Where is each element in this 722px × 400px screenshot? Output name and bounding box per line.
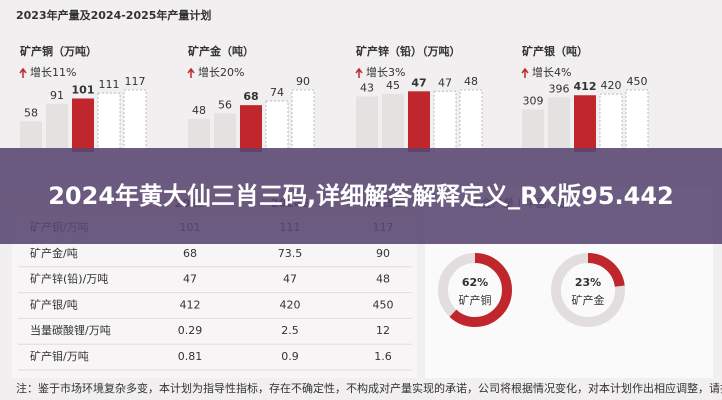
table-cell: 0.81 bbox=[178, 350, 203, 363]
donut-value: 62% bbox=[462, 276, 488, 289]
donut-value: 23% bbox=[575, 276, 601, 289]
up-arrow bbox=[521, 67, 529, 78]
bar bbox=[408, 91, 430, 152]
bar-label: 47 bbox=[438, 76, 452, 89]
bar-label: 91 bbox=[50, 89, 64, 102]
growth: 增长4% bbox=[532, 65, 571, 79]
table-cell: 1.6 bbox=[374, 350, 392, 363]
bar bbox=[46, 103, 68, 152]
table-cell: 47 bbox=[183, 273, 197, 286]
title: 2023年产量及2024-2025年产量计划 bbox=[16, 8, 211, 22]
bar bbox=[522, 109, 544, 152]
bar-label: 117 bbox=[125, 75, 146, 88]
row-label: 矿产钼/万吨 bbox=[30, 349, 89, 363]
banner-text: 2024年黄大仙三肖三码,详细解答解释定义_RX版95.442 bbox=[48, 182, 674, 210]
bar-label: 450 bbox=[627, 75, 648, 88]
bar-label: 309 bbox=[523, 94, 544, 107]
table-cell: 47 bbox=[283, 273, 297, 286]
bar bbox=[72, 98, 94, 152]
banner: 2024年黄大仙三肖三码,详细解答解释定义_RX版95.442 bbox=[0, 148, 722, 244]
panel-title: 矿产铜（万吨） bbox=[20, 44, 97, 58]
row-label: 矿产银/吨 bbox=[30, 297, 78, 311]
table-cell: 68 bbox=[183, 247, 197, 260]
bar-label: 56 bbox=[218, 98, 232, 111]
bar-label: 412 bbox=[574, 80, 597, 93]
bar bbox=[265, 100, 289, 153]
row-label: 当量碳酸锂/万吨 bbox=[30, 323, 111, 337]
bar-label: 90 bbox=[296, 75, 310, 88]
up-arrow bbox=[355, 67, 363, 78]
panel-title: 矿产银（吨） bbox=[522, 44, 588, 58]
bar-label: 48 bbox=[464, 75, 478, 88]
bar-label: 101 bbox=[72, 83, 95, 96]
donut-label: 矿产铜 bbox=[459, 293, 492, 307]
bar bbox=[548, 97, 570, 152]
bar bbox=[214, 113, 236, 152]
donut-arc bbox=[438, 253, 512, 327]
bar-label: 47 bbox=[411, 76, 426, 89]
row-label: 矿产锌(铅)/万吨 bbox=[30, 272, 108, 286]
bar-label: 68 bbox=[243, 90, 258, 103]
bar-label: 48 bbox=[192, 104, 206, 117]
bar-label: 396 bbox=[549, 82, 570, 95]
bar bbox=[291, 89, 315, 153]
growth: 增长3% bbox=[366, 65, 405, 79]
growth: 增长20% bbox=[198, 65, 244, 79]
note: 注：鉴于市场环境复杂多变，本计划为指导性指标，存在不确定性，不构成对产量实现的承… bbox=[16, 381, 722, 395]
table-cell: 73.5 bbox=[278, 247, 303, 260]
bar bbox=[240, 105, 262, 152]
bar-label: 43 bbox=[360, 81, 374, 94]
bar-label: 58 bbox=[24, 106, 38, 119]
table-cell: 90 bbox=[376, 247, 390, 260]
row-label: 矿产金/吨 bbox=[30, 246, 78, 260]
bar bbox=[599, 93, 623, 153]
growth: 增长11% bbox=[30, 65, 76, 79]
donut-arc bbox=[551, 253, 625, 327]
bar-label: 111 bbox=[99, 78, 120, 91]
bar bbox=[382, 93, 404, 152]
table-cell: 2.5 bbox=[281, 324, 299, 337]
bar bbox=[356, 96, 378, 152]
bar bbox=[433, 90, 457, 153]
bar bbox=[123, 89, 147, 153]
table-cell: 450 bbox=[373, 298, 394, 311]
bar bbox=[574, 95, 596, 152]
up-arrow bbox=[19, 67, 27, 78]
bar-label: 45 bbox=[386, 79, 400, 92]
bar-label: 74 bbox=[270, 86, 284, 99]
bar bbox=[97, 92, 121, 153]
table-cell: 420 bbox=[280, 298, 301, 311]
panel-title: 矿产锌（铅）（万吨） bbox=[356, 44, 461, 58]
bar-label: 420 bbox=[601, 79, 622, 92]
table-cell: 48 bbox=[376, 273, 390, 286]
bar bbox=[625, 89, 649, 153]
table-cell: 0.9 bbox=[281, 350, 299, 363]
table-cell: 12 bbox=[376, 324, 390, 337]
table-cell: 412 bbox=[180, 298, 201, 311]
up-arrow bbox=[187, 67, 195, 78]
donut-label: 矿产金 bbox=[572, 293, 605, 307]
bar bbox=[20, 121, 42, 152]
bar bbox=[188, 118, 210, 152]
panel-title: 矿产金（吨） bbox=[188, 44, 254, 58]
bar bbox=[459, 89, 483, 153]
table-cell: 0.29 bbox=[178, 324, 203, 337]
